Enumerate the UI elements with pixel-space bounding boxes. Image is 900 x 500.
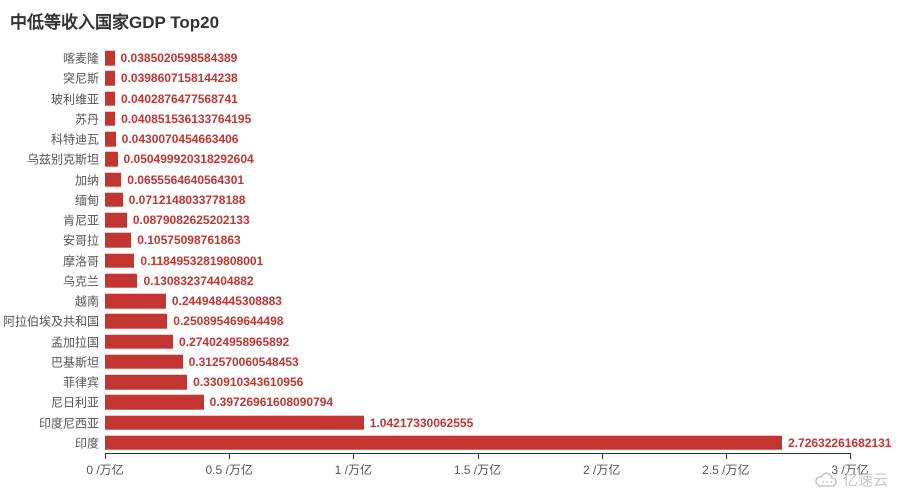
y-axis-label: 加纳 bbox=[75, 171, 99, 188]
bar bbox=[105, 294, 166, 309]
y-axis-label: 肯尼亚 bbox=[63, 212, 99, 229]
bar bbox=[105, 274, 137, 289]
x-tick bbox=[353, 453, 354, 459]
bar bbox=[105, 314, 167, 329]
watermark-text: 亿速云 bbox=[843, 469, 888, 490]
y-axis-label: 印度 bbox=[75, 434, 99, 451]
bar bbox=[105, 51, 115, 66]
bar-value-label: 0.244948445308883 bbox=[172, 294, 282, 308]
y-axis-label: 苏丹 bbox=[75, 110, 99, 127]
y-axis-label: 玻利维亚 bbox=[51, 90, 99, 107]
x-tick bbox=[105, 453, 106, 459]
chart-title: 中低等收入国家GDP Top20 bbox=[10, 8, 219, 33]
bar-value-label: 0.0398607158144238 bbox=[121, 71, 238, 85]
chart-container: { "chart": { "type": "bar-horizontal", "… bbox=[0, 0, 900, 500]
x-tick-label: 1 /万亿 bbox=[335, 461, 372, 478]
y-axis-label: 乌克兰 bbox=[63, 272, 99, 289]
bar bbox=[105, 395, 204, 410]
bar bbox=[105, 193, 123, 208]
bar bbox=[105, 436, 782, 451]
bar bbox=[105, 132, 116, 147]
y-axis-label: 孟加拉国 bbox=[51, 333, 99, 350]
x-tick bbox=[850, 453, 851, 459]
bar bbox=[105, 253, 134, 268]
x-tick-label: 0.5 /万亿 bbox=[205, 461, 252, 478]
bar bbox=[105, 91, 115, 106]
bar bbox=[105, 172, 121, 187]
watermark: 亿速云 bbox=[813, 469, 888, 490]
x-tick bbox=[478, 453, 479, 459]
y-axis-label: 阿拉伯埃及共和国 bbox=[3, 313, 99, 330]
bar-value-label: 0.11849532819808001 bbox=[140, 254, 263, 268]
bar-value-label: 0.050499920318292604 bbox=[124, 152, 254, 166]
y-axis-label: 安哥拉 bbox=[63, 232, 99, 249]
bar bbox=[105, 112, 115, 127]
y-axis-label: 喀麦隆 bbox=[63, 50, 99, 67]
y-axis-label: 印度尼西亚 bbox=[39, 414, 99, 431]
y-axis-label: 菲律宾 bbox=[63, 374, 99, 391]
x-tick-label: 0 /万亿 bbox=[86, 461, 123, 478]
bar-value-label: 0.10575098761863 bbox=[137, 233, 240, 247]
bar bbox=[105, 334, 173, 349]
bar-value-label: 0.39726961608090794 bbox=[210, 395, 333, 409]
y-axis-label: 越南 bbox=[75, 293, 99, 310]
bar-value-label: 0.330910343610956 bbox=[193, 375, 303, 389]
y-axis-label: 尼日利亚 bbox=[51, 394, 99, 411]
y-axis-label: 乌兹别克斯坦 bbox=[27, 151, 99, 168]
bar-value-label: 0.040851536133764195 bbox=[121, 112, 251, 126]
bar-value-label: 2.72632261682131 bbox=[788, 436, 891, 450]
bar-value-label: 1.04217330062555 bbox=[370, 416, 473, 430]
bar bbox=[105, 415, 364, 430]
x-tick-label: 1.5 /万亿 bbox=[454, 461, 501, 478]
y-axis-label: 突尼斯 bbox=[63, 70, 99, 87]
bar-value-label: 0.0879082625202133 bbox=[133, 213, 250, 227]
bar-value-label: 0.312570060548453 bbox=[189, 355, 299, 369]
bar bbox=[105, 71, 115, 86]
bar-value-label: 0.250895469644498 bbox=[173, 314, 283, 328]
bar bbox=[105, 355, 183, 370]
bar-value-label: 0.0655564640564301 bbox=[127, 173, 244, 187]
y-axis-label: 巴基斯坦 bbox=[51, 353, 99, 370]
bar-value-label: 0.0430070454663406 bbox=[122, 132, 239, 146]
bar-value-label: 0.274024958965892 bbox=[179, 335, 289, 349]
bar bbox=[105, 213, 127, 228]
bar-value-label: 0.0385020598584389 bbox=[121, 51, 238, 65]
x-tick bbox=[726, 453, 727, 459]
x-axis: 0 /万亿0.5 /万亿1 /万亿1.5 /万亿2 /万亿2.5 /万亿3 /万… bbox=[105, 453, 850, 454]
y-axis-label: 缅甸 bbox=[75, 191, 99, 208]
bar bbox=[105, 375, 187, 390]
x-tick bbox=[229, 453, 230, 459]
y-axis-label: 科特迪瓦 bbox=[51, 131, 99, 148]
x-tick-label: 2 /万亿 bbox=[583, 461, 620, 478]
bar-value-label: 0.0712148033778188 bbox=[129, 193, 246, 207]
bar-value-label: 0.0402876477568741 bbox=[121, 92, 238, 106]
bar bbox=[105, 233, 131, 248]
plot-area: 喀麦隆0.0385020598584389突尼斯0.03986071581442… bbox=[105, 48, 850, 453]
x-tick bbox=[602, 453, 603, 459]
x-tick-label: 2.5 /万亿 bbox=[702, 461, 749, 478]
cloud-icon bbox=[813, 471, 839, 489]
bar-value-label: 0.130832374404882 bbox=[143, 274, 253, 288]
bar bbox=[105, 152, 118, 167]
y-axis-label: 摩洛哥 bbox=[63, 252, 99, 269]
